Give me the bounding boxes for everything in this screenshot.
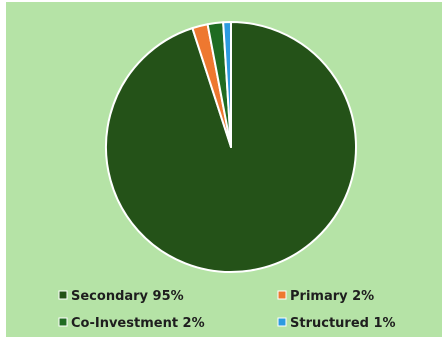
legend: Secondary 95% Primary 2% Co-Investment 2… (58, 289, 396, 331)
legend-swatch-primary (277, 290, 287, 300)
pie-slice-structured (222, 21, 232, 148)
legend-label-structured: Structured 1% (290, 316, 396, 331)
legend-item-co-investment: Co-Investment 2% (58, 316, 205, 331)
legend-label-co-investment: Co-Investment 2% (71, 316, 205, 331)
legend-label-primary: Primary 2% (290, 289, 374, 304)
legend-item-structured: Structured 1% (277, 316, 396, 331)
legend-item-primary: Primary 2% (277, 289, 374, 304)
legend-swatch-structured (277, 317, 287, 327)
legend-swatch-secondary (58, 290, 68, 300)
legend-label-secondary: Secondary 95% (71, 289, 184, 304)
legend-swatch-co-investment (58, 317, 68, 327)
legend-item-secondary: Secondary 95% (58, 289, 184, 304)
pie-slices (105, 21, 357, 273)
